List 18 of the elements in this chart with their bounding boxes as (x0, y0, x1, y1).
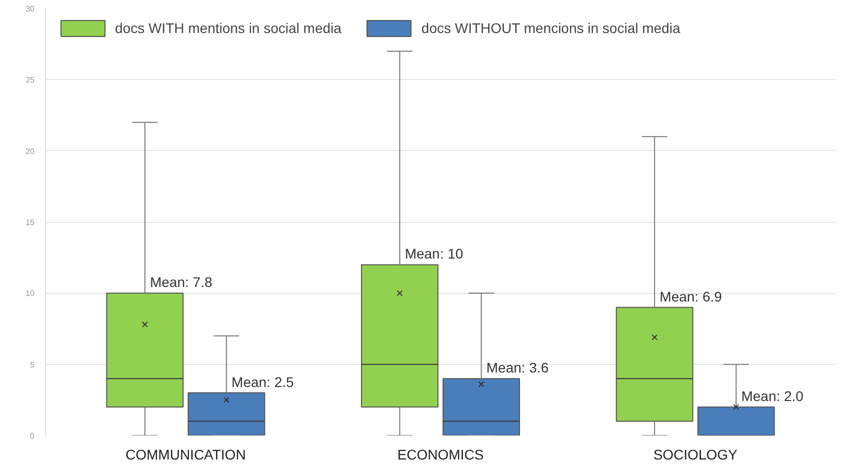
y-tick-label: 25 (26, 76, 36, 85)
annotation: Mean: 7.8 (150, 274, 212, 290)
legend-label: docs WITHOUT mencions in social media (421, 20, 680, 36)
x-tick-label: SOCIOLOGY (653, 446, 738, 462)
x-tick-label: ECONOMICS (397, 446, 484, 462)
y-tick-label: 5 (30, 360, 36, 370)
y-tick-label: 20 (26, 146, 36, 156)
annotation: Mean: 3.6 (486, 360, 549, 376)
x-tick-label: COMMUNICATION (126, 446, 246, 462)
y-tick-label: 15 (26, 218, 36, 227)
y-tick-label: 0 (30, 432, 36, 440)
annotation: Mean: 2.5 (232, 374, 294, 390)
legend-label: docs WITH mentions in social media (115, 20, 342, 36)
y-tick-label: 10 (26, 289, 36, 298)
annotation: Mean: 10 (404, 246, 464, 262)
annotation: Mean: 6.9 (660, 288, 722, 304)
y-tick-label: 30 (26, 4, 36, 14)
annotation: Mean: 2.0 (741, 388, 804, 404)
